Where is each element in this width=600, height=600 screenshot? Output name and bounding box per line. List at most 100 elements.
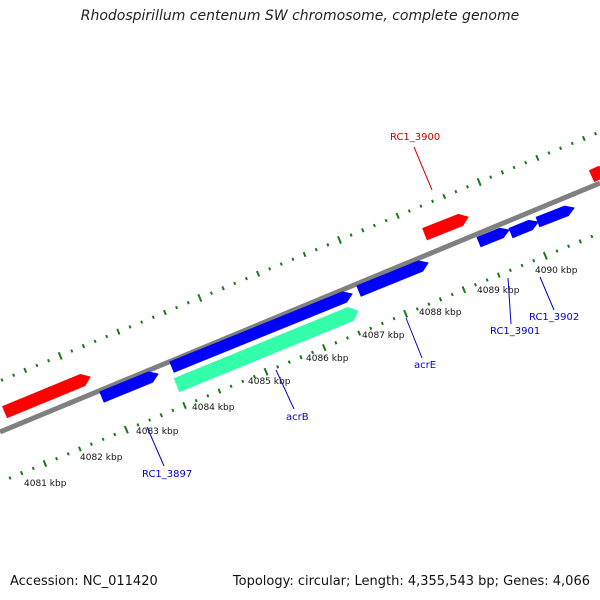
gc-tick <box>559 146 563 150</box>
gc-tick <box>465 185 470 189</box>
gc-tick <box>93 339 97 344</box>
gc-tick <box>206 394 210 398</box>
gc-tick <box>555 249 559 253</box>
gc-tick <box>42 459 48 468</box>
gc-tick <box>535 154 540 161</box>
kbp-scale: 4081 kbp 4082 kbp 4083 kbp 4084 kbp 4085 kbp… <box>24 266 578 489</box>
kbp-tick-label: 4081 kbp <box>24 479 67 489</box>
gc-tick <box>89 442 93 446</box>
gc-tick <box>31 466 35 471</box>
gene-label-leader <box>146 426 165 467</box>
gc-tick <box>175 305 179 310</box>
gene-labels: RC1_3900 acrE acrB RC1_3897 RC1_3901 RC1_3902 <box>142 132 579 480</box>
gc-tick <box>302 251 307 258</box>
gc-tick <box>419 204 423 208</box>
gene-forward-rc1-3902 <box>535 205 575 228</box>
gc-tick <box>454 189 458 194</box>
gc-tick <box>123 425 129 434</box>
kbp-tick-label: 4090 kbp <box>535 266 578 276</box>
gc-tick <box>233 281 237 286</box>
gene-label-leader <box>507 277 512 325</box>
gene-label: RC1_3901 <box>490 326 540 337</box>
gc-tick <box>349 233 353 237</box>
gc-tick <box>461 286 467 294</box>
gc-tick <box>357 330 362 336</box>
gc-tick <box>532 258 536 263</box>
gc-tick <box>407 209 411 213</box>
gc-tick <box>263 367 269 376</box>
gc-tick <box>299 355 303 360</box>
gc-tick <box>520 263 524 268</box>
gene-forward-rc1-3897 <box>99 371 159 403</box>
kbp-tick-label: 4085 kbp <box>248 377 291 387</box>
gc-tick <box>508 268 512 273</box>
gc-tick <box>101 437 105 442</box>
gene-label: RC1_3897 <box>142 469 192 480</box>
gc-tick <box>476 177 482 187</box>
kbp-tick-label: 4084 kbp <box>192 403 235 413</box>
gc-tick <box>361 228 365 233</box>
gc-tick <box>384 218 388 223</box>
gc-tick <box>314 247 318 252</box>
gc-tick <box>431 199 435 204</box>
gc-tick <box>35 363 39 368</box>
gc-tick <box>287 360 291 364</box>
kbp-tick-label: 4083 kbp <box>136 427 179 437</box>
gc-tick <box>113 432 117 437</box>
kbp-tick-label: 4087 kbp <box>362 331 405 341</box>
gc-tick <box>276 365 280 369</box>
gc-tick <box>12 373 16 377</box>
gc-tick <box>372 223 376 228</box>
gc-tick <box>485 278 489 282</box>
gc-tick <box>241 379 245 384</box>
gc-tick <box>547 151 551 155</box>
gc-tick <box>140 320 144 324</box>
gc-tick <box>0 378 4 382</box>
gene-label-leader <box>275 369 295 410</box>
gc-tick <box>252 374 256 379</box>
gc-tick <box>171 408 175 413</box>
gc-tick <box>345 336 350 340</box>
gc-skew-outer-track <box>0 131 598 382</box>
gc-tick <box>19 470 24 476</box>
gc-tick <box>268 267 272 271</box>
gc-tick <box>442 193 447 200</box>
gc-tick <box>311 350 315 355</box>
gc-tick <box>593 131 598 136</box>
gene-label-leader <box>405 317 423 359</box>
gc-tick <box>105 334 109 339</box>
gene-highlight-acrb <box>173 306 359 393</box>
gc-tick <box>395 212 400 219</box>
gc-tick <box>590 234 594 239</box>
gene-label: acrE <box>414 360 436 371</box>
gc-tick <box>524 160 528 165</box>
map-title: Rhodospirillum centenum SW chromosome, c… <box>80 8 520 24</box>
gc-tick <box>55 456 59 461</box>
gc-tick <box>570 141 574 146</box>
accession-text: Accession: NC_011420 <box>10 574 158 589</box>
gc-tick <box>326 243 330 247</box>
gc-tick <box>255 270 261 277</box>
gene-forward-rc1-3901b <box>508 219 539 239</box>
gc-tick <box>427 302 431 306</box>
backbone-line <box>0 180 600 435</box>
gene-forward-rc1-3901 <box>476 227 510 248</box>
gc-tick <box>209 291 213 295</box>
gc-tick <box>542 251 548 260</box>
gene-label-leader <box>539 276 555 311</box>
gc-tick <box>128 325 132 329</box>
kbp-tick-label: 4088 kbp <box>419 308 462 318</box>
gc-tick <box>116 328 121 335</box>
gc-tick <box>57 351 63 360</box>
gc-tick <box>163 309 167 316</box>
gc-tick <box>578 239 582 244</box>
gc-tick <box>392 316 396 321</box>
gc-tick <box>217 388 222 394</box>
gene-label: acrB <box>286 412 309 423</box>
gc-tick <box>221 286 225 291</box>
gc-tick <box>151 315 155 319</box>
gc-tick <box>321 344 327 352</box>
gc-tick <box>415 307 419 311</box>
gc-tick <box>369 326 373 331</box>
